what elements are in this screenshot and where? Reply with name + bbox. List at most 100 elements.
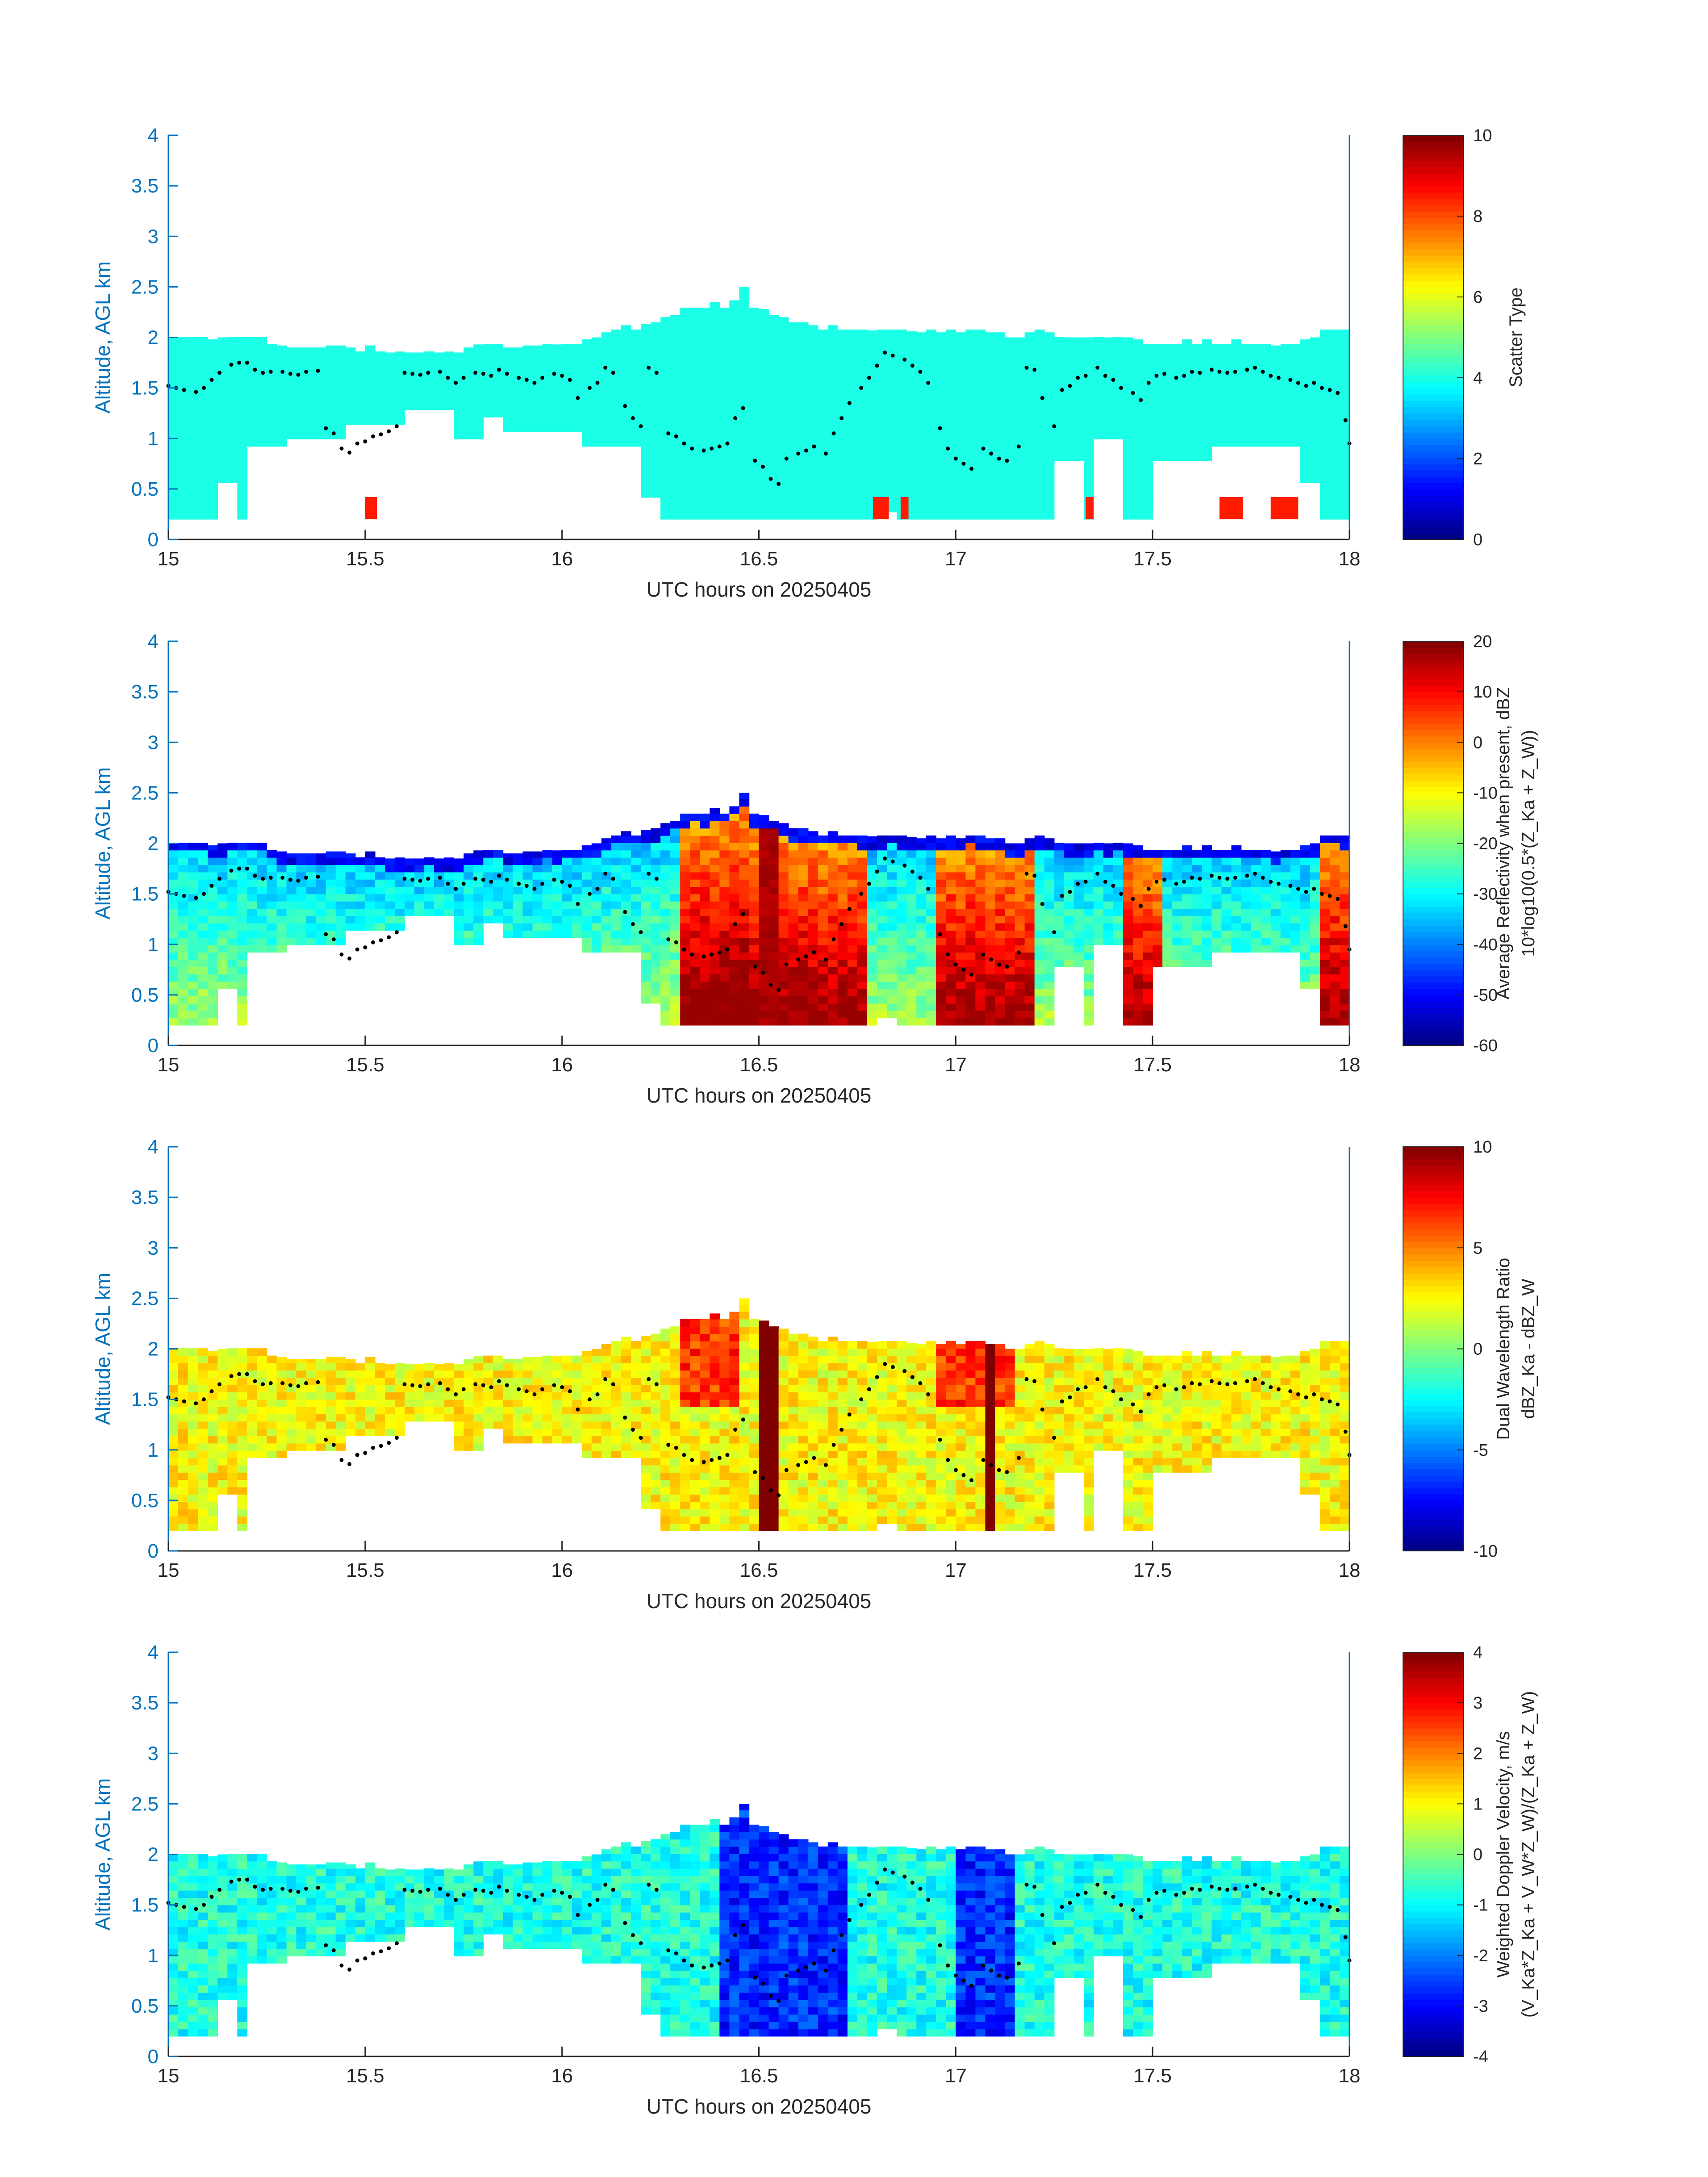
- heatmap-cell: [837, 497, 848, 505]
- heatmap-cell: [1093, 359, 1104, 367]
- heatmap-cell: [1172, 359, 1183, 367]
- heatmap-cell: [651, 329, 661, 337]
- heatmap-cell: [768, 930, 779, 938]
- heatmap-cell: [1172, 908, 1183, 916]
- heatmap-cell: [837, 835, 848, 843]
- heatmap-cell: [375, 879, 385, 887]
- heatmap-cell: [778, 417, 789, 425]
- heatmap-cell: [1172, 446, 1183, 454]
- heatmap-cell: [877, 981, 887, 989]
- heatmap-cell: [641, 923, 651, 931]
- heatmap-cell: [788, 974, 799, 982]
- heatmap-cell: [818, 908, 828, 916]
- heatmap-cell: [1015, 974, 1025, 982]
- heatmap-cell: [1034, 439, 1045, 447]
- heatmap-cell: [1024, 981, 1035, 989]
- heatmap-cell: [1300, 424, 1311, 432]
- heatmap-cell: [887, 894, 897, 902]
- heatmap-cell: [503, 857, 514, 865]
- heatmap-cell: [916, 512, 927, 520]
- heatmap-cell: [296, 930, 307, 938]
- y-tick-label: 2.5: [131, 276, 159, 298]
- overlay-point: [497, 873, 501, 878]
- heatmap-cell: [286, 351, 297, 359]
- heatmap-cell: [1172, 395, 1183, 403]
- heatmap-cell: [985, 359, 996, 367]
- heatmap-cell: [946, 351, 956, 359]
- heatmap-cell: [276, 380, 287, 389]
- heatmap-cell: [1162, 886, 1173, 894]
- heatmap-cell: [680, 366, 690, 374]
- heatmap-cell: [1182, 424, 1193, 432]
- heatmap-cell: [1143, 901, 1153, 909]
- heatmap-cell: [513, 380, 523, 389]
- heatmap-cell: [1300, 417, 1311, 425]
- heatmap-cell: [660, 996, 671, 1004]
- heatmap-cell: [985, 424, 996, 432]
- heatmap-cell: [1241, 865, 1252, 873]
- heatmap-cell: [729, 402, 740, 410]
- heatmap-cell: [1133, 468, 1143, 476]
- heatmap-cell: [808, 865, 819, 873]
- heatmap-cell: [1202, 351, 1212, 359]
- heatmap-cell: [1015, 490, 1025, 498]
- heatmap-cell: [483, 915, 494, 923]
- heatmap-cell: [857, 908, 868, 916]
- heatmap-cell: [1073, 915, 1084, 923]
- heatmap-cell: [522, 865, 533, 873]
- heatmap-cell: [719, 872, 730, 880]
- heatmap-cell: [601, 923, 612, 931]
- overlay-point: [304, 369, 309, 374]
- heatmap-cell: [522, 359, 533, 367]
- heatmap-cell: [188, 475, 198, 483]
- heatmap-cell: [611, 843, 622, 851]
- heatmap-cell: [1162, 865, 1173, 873]
- heatmap-cell: [700, 1011, 710, 1019]
- heatmap-cell: [522, 388, 533, 396]
- heatmap-cell: [335, 402, 346, 410]
- heatmap-cell: [1133, 446, 1143, 454]
- y-tick-label: 4: [148, 125, 159, 146]
- heatmap-cell: [710, 959, 720, 967]
- heatmap-cell: [975, 945, 986, 953]
- colorbar-step: [1403, 287, 1463, 294]
- heatmap-cell: [700, 908, 710, 916]
- heatmap-cell: [759, 505, 769, 513]
- heatmap-cell: [1290, 894, 1301, 902]
- heatmap-cell: [1329, 952, 1340, 960]
- heatmap-cell: [454, 373, 464, 381]
- heatmap-cell: [1182, 901, 1193, 909]
- heatmap-cell: [631, 945, 641, 953]
- heatmap-cell: [227, 879, 238, 887]
- heatmap-cell: [719, 505, 730, 513]
- heatmap-cell: [464, 879, 474, 887]
- heatmap-cell: [778, 512, 789, 520]
- heatmap-cell: [660, 843, 671, 851]
- heatmap-cell: [296, 402, 307, 410]
- heatmap-cell: [601, 937, 612, 945]
- heatmap-cell: [326, 373, 336, 381]
- heatmap-cell: [1143, 937, 1153, 945]
- heatmap-cell: [887, 872, 897, 880]
- heatmap-cell: [975, 886, 986, 894]
- heatmap-cell: [513, 402, 523, 410]
- heatmap-cell: [198, 1003, 208, 1011]
- heatmap-cell: [581, 402, 592, 410]
- heatmap-cell: [611, 351, 622, 359]
- heatmap-cell: [759, 337, 769, 345]
- heatmap-cell: [237, 424, 248, 432]
- heatmap-cell: [729, 453, 740, 461]
- heatmap-cell: [759, 388, 769, 396]
- heatmap-cell: [759, 981, 769, 989]
- heatmap-cell: [1143, 344, 1153, 352]
- heatmap-cell: [1202, 908, 1212, 916]
- heatmap-cell: [611, 431, 622, 439]
- heatmap-cell: [956, 850, 966, 858]
- heatmap-cell: [749, 344, 760, 352]
- heatmap-cell: [641, 424, 651, 432]
- heatmap-cell: [926, 366, 936, 374]
- heatmap-cell: [897, 894, 907, 902]
- heatmap-cell: [749, 835, 760, 843]
- heatmap-cell: [887, 945, 897, 953]
- heatmap-cell: [985, 344, 996, 352]
